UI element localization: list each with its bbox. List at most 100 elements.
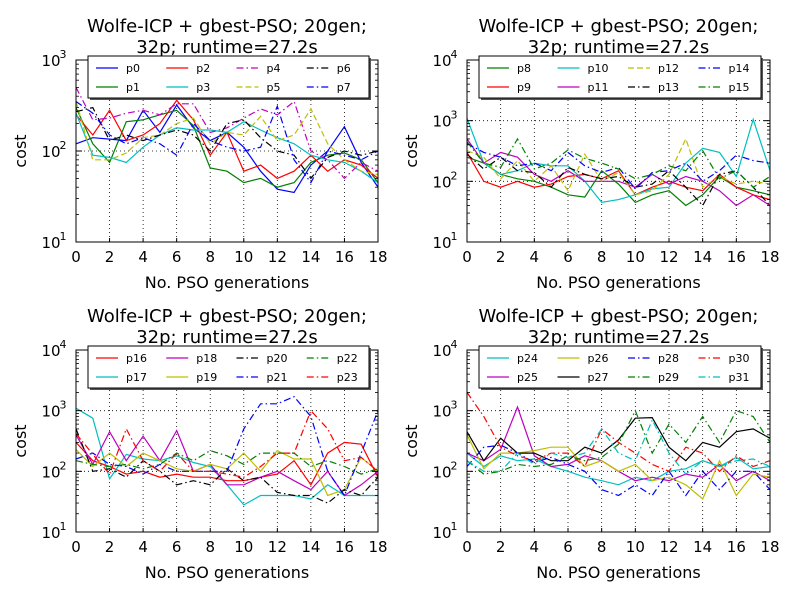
y-tick-label: 10 xyxy=(41,524,60,542)
x-tick-label: 4 xyxy=(138,538,148,556)
x-axis-label: No. PSO generations xyxy=(145,563,309,582)
legend-label-p7: p7 xyxy=(337,81,351,94)
chart-title-line2: 32p; runtime=27.2s xyxy=(136,37,318,58)
series-line-p5 xyxy=(75,101,379,176)
x-axis-label: No. PSO generations xyxy=(536,273,700,292)
legend-label-p1: p1 xyxy=(126,81,140,94)
legend-label-p11: p11 xyxy=(588,81,609,94)
series-line-p22 xyxy=(75,449,379,475)
legend-label-p29: p29 xyxy=(658,371,679,384)
x-tick-label: 16 xyxy=(335,538,354,556)
x-tick-label: 8 xyxy=(597,248,607,266)
y-axis-label: cost xyxy=(11,134,30,167)
legend-label-p5: p5 xyxy=(267,81,281,94)
x-tick-label: 6 xyxy=(172,248,182,266)
legend-label-p6: p6 xyxy=(337,62,351,75)
x-tick-label: 10 xyxy=(234,538,253,556)
x-tick-label: 6 xyxy=(563,248,573,266)
y-tick-exponent: 3 xyxy=(451,109,458,122)
y-tick-label: 10 xyxy=(432,342,451,360)
legend-label-p23: p23 xyxy=(337,371,358,384)
series-line-p8 xyxy=(466,156,771,207)
legend-label-p25: p25 xyxy=(517,371,538,384)
x-tick-label: 0 xyxy=(71,248,81,266)
y-tick-label: 10 xyxy=(41,143,60,161)
series-line-p27 xyxy=(466,416,771,462)
series-line-p21 xyxy=(75,395,379,497)
x-tick-label: 12 xyxy=(659,538,678,556)
legend-label-p14: p14 xyxy=(729,62,750,75)
x-tick-label: 18 xyxy=(760,538,779,556)
x-tick-label: 14 xyxy=(301,538,320,556)
y-tick-label: 10 xyxy=(432,113,451,131)
chart-panel: Wolfe-ICP + gbest-PSO; 20gen;32p; runtim… xyxy=(402,16,780,292)
series-line-p13 xyxy=(466,153,771,207)
series-line-p16 xyxy=(75,441,379,486)
series-line-p29 xyxy=(466,409,771,475)
legend-label-p15: p15 xyxy=(729,81,750,94)
y-tick-label: 10 xyxy=(432,524,451,542)
legend-label-p12: p12 xyxy=(658,62,679,75)
x-tick-label: 2 xyxy=(105,248,115,266)
x-tick-label: 0 xyxy=(462,248,472,266)
x-axis-label: No. PSO generations xyxy=(536,563,700,582)
legend-label-p26: p26 xyxy=(588,352,609,365)
x-tick-label: 8 xyxy=(205,538,215,556)
chart-panel: Wolfe-ICP + gbest-PSO; 20gen;32p; runtim… xyxy=(11,306,388,582)
legend-label-p4: p4 xyxy=(267,62,281,75)
y-tick-exponent: 4 xyxy=(451,338,458,351)
series-line-p23 xyxy=(75,409,379,478)
x-tick-label: 0 xyxy=(462,538,472,556)
legend-label-p31: p31 xyxy=(729,371,750,384)
y-tick-label: 10 xyxy=(41,342,60,360)
legend-label-p19: p19 xyxy=(196,371,217,384)
y-tick-label: 10 xyxy=(41,52,60,70)
series-line-p11 xyxy=(466,138,771,207)
legend-label-p13: p13 xyxy=(658,81,679,94)
y-tick-label: 10 xyxy=(432,403,451,421)
legend-label-p18: p18 xyxy=(196,352,217,365)
legend-box xyxy=(87,345,370,389)
x-tick-label: 16 xyxy=(335,248,354,266)
chart-panel: Wolfe-ICP + gbest-PSO; 20gen;32p; runtim… xyxy=(11,16,388,292)
legend-label-p30: p30 xyxy=(729,352,750,365)
legend-label-p8: p8 xyxy=(517,62,531,75)
y-tick-label: 10 xyxy=(41,234,60,252)
x-tick-label: 12 xyxy=(659,248,678,266)
y-tick-label: 10 xyxy=(432,173,451,191)
y-tick-label: 10 xyxy=(41,403,60,421)
series-line-p31 xyxy=(466,418,771,475)
y-tick-label: 10 xyxy=(432,463,451,481)
y-tick-exponent: 3 xyxy=(451,399,458,412)
x-tick-label: 18 xyxy=(368,248,387,266)
chart-title-line1: Wolfe-ICP + gbest-PSO; 20gen; xyxy=(479,16,759,37)
chart-title-line1: Wolfe-ICP + gbest-PSO; 20gen; xyxy=(87,16,367,37)
y-tick-exponent: 2 xyxy=(451,169,458,182)
y-axis-label: cost xyxy=(11,424,30,457)
legend-label-p17: p17 xyxy=(126,371,147,384)
x-tick-label: 4 xyxy=(530,538,540,556)
x-tick-label: 10 xyxy=(626,248,645,266)
legend-box xyxy=(478,55,762,99)
y-tick-exponent: 2 xyxy=(451,459,458,472)
legend-label-p24: p24 xyxy=(517,352,538,365)
series-line-p4 xyxy=(75,87,379,180)
series-line-p17 xyxy=(75,407,378,506)
x-tick-label: 10 xyxy=(234,248,253,266)
x-tick-label: 16 xyxy=(727,248,746,266)
legend-label-p20: p20 xyxy=(267,352,288,365)
legend-label-p28: p28 xyxy=(658,352,679,365)
x-tick-label: 8 xyxy=(205,248,215,266)
y-tick-exponent: 4 xyxy=(451,48,458,61)
y-tick-label: 10 xyxy=(432,234,451,252)
y-tick-exponent: 1 xyxy=(451,520,458,533)
y-tick-label: 10 xyxy=(41,463,60,481)
series-line-p15 xyxy=(466,137,771,188)
x-tick-label: 14 xyxy=(301,248,320,266)
legend-label-p22: p22 xyxy=(337,352,358,365)
series-line-p18 xyxy=(75,429,379,497)
legend-label-p16: p16 xyxy=(126,352,147,365)
legend-box xyxy=(87,55,370,99)
y-tick-label: 10 xyxy=(432,52,451,70)
series-line-p24 xyxy=(466,452,771,486)
